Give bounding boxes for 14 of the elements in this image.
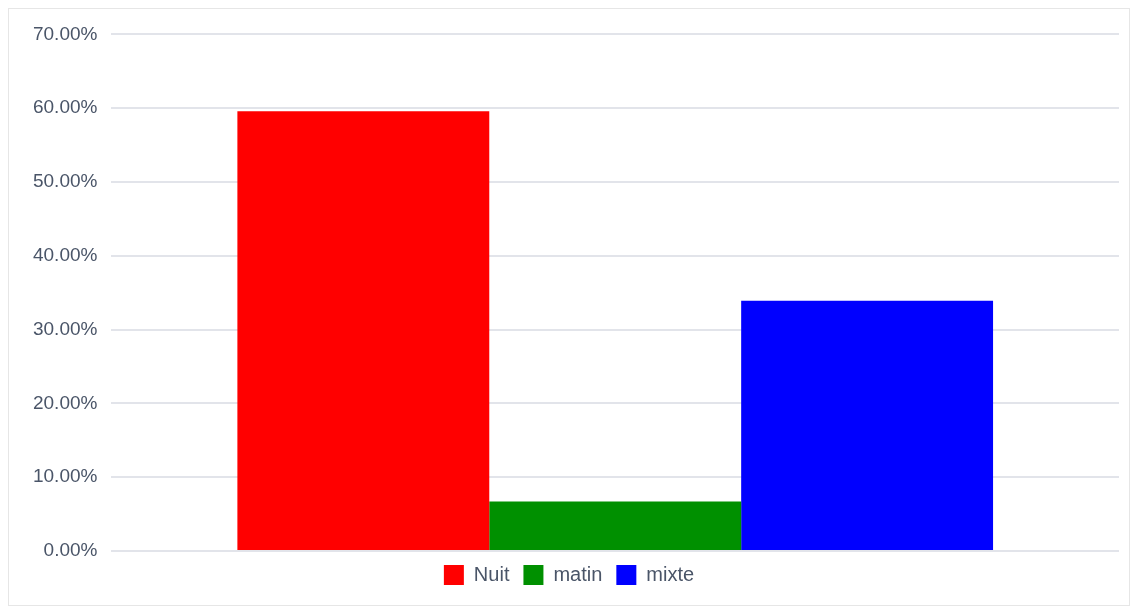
y-tick-label: 70.00%	[32, 22, 98, 44]
y-tick-label: 40.00%	[32, 244, 98, 266]
y-tick-label: 60.00%	[32, 96, 98, 118]
bar	[489, 501, 742, 550]
bar	[237, 111, 490, 550]
y-tick-label: 0.00%	[43, 539, 98, 561]
y-tick-label: 20.00%	[32, 391, 98, 413]
y-tick-label: 30.00%	[32, 317, 98, 339]
y-tick-label: 50.00%	[32, 170, 98, 192]
y-tick-label: 10.00%	[32, 465, 98, 487]
legend-label: matin	[553, 562, 603, 585]
bar	[741, 300, 994, 550]
legend-label: mixte	[646, 562, 695, 585]
legend-label: Nuit	[473, 562, 510, 585]
